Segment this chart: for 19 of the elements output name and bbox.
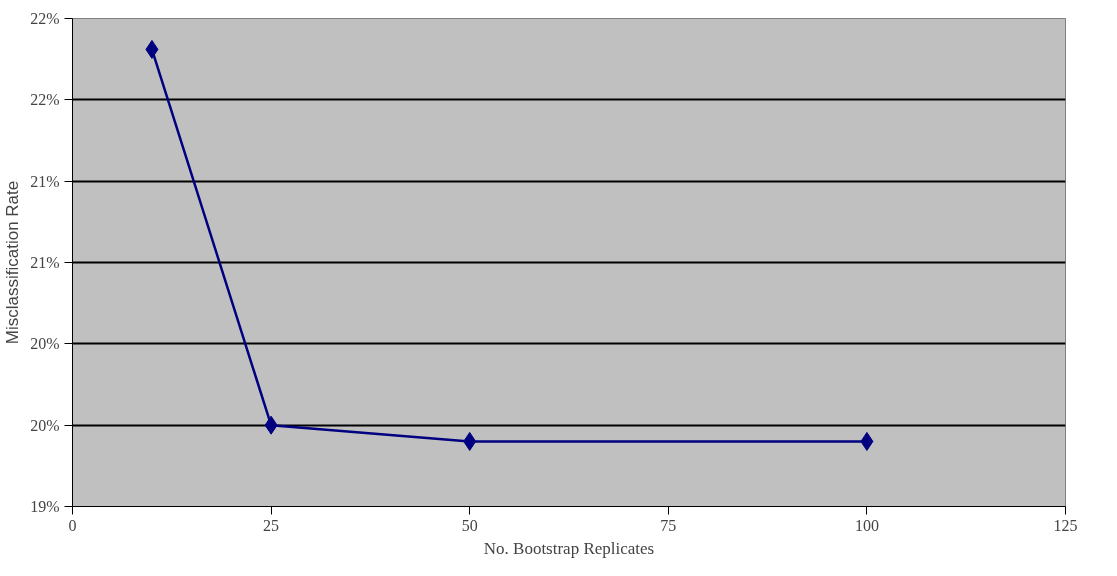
y-tick-label: 19% xyxy=(30,498,60,515)
point xyxy=(860,431,874,451)
x-tick-label: 100 xyxy=(854,516,879,534)
point xyxy=(463,431,477,451)
y-tick-label: 22% xyxy=(30,91,60,109)
y-tick-label: 20% xyxy=(30,335,60,353)
x-axis-title: No. Bootstrap Replicates xyxy=(483,538,655,558)
y-tick-label: 21% xyxy=(30,254,60,271)
point xyxy=(264,415,278,435)
y-tick-label: 20% xyxy=(30,416,60,434)
x-tick-label: 0 xyxy=(68,516,77,534)
y-tick-label: 21% xyxy=(30,172,60,190)
x-tick-label: 75 xyxy=(660,516,677,534)
point xyxy=(145,39,159,59)
x-tick-label: 125 xyxy=(1053,516,1078,534)
x-tick-label: 50 xyxy=(461,516,478,534)
y-axis-title: Misclassification Rate xyxy=(3,180,23,345)
x-tick-label: 25 xyxy=(263,516,280,534)
y-tick-label: 22% xyxy=(30,10,60,27)
